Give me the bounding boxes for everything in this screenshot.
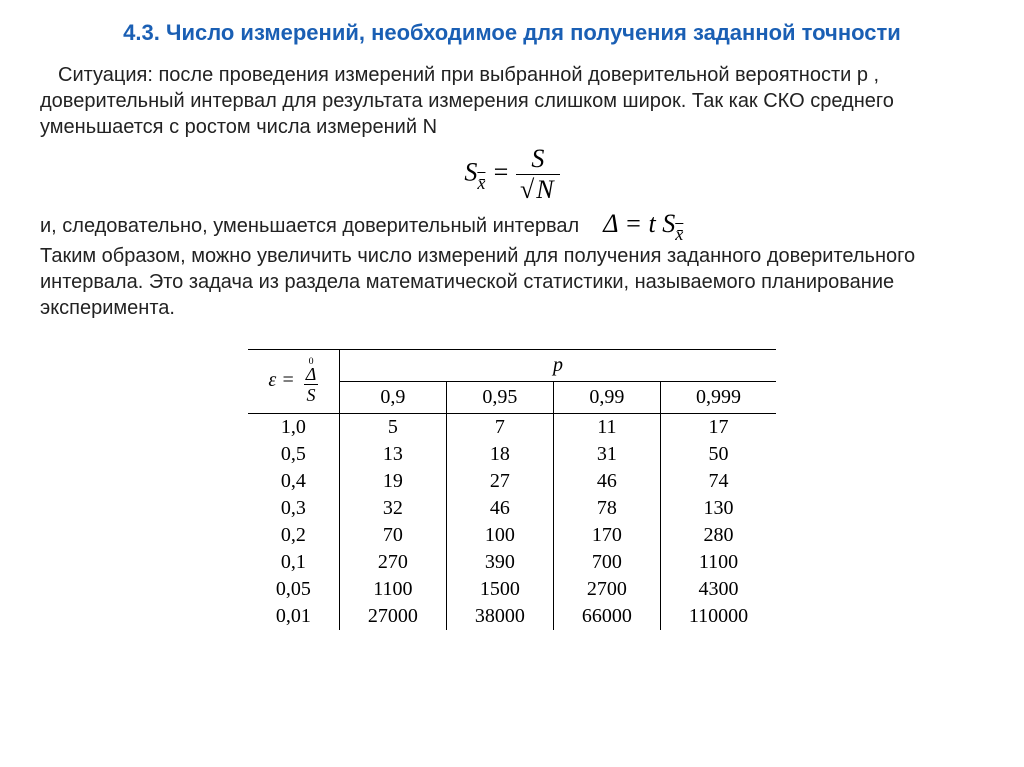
t-s-term: t S	[649, 209, 676, 238]
value-cell: 74	[660, 468, 776, 495]
table-body: 1,05711170,5131831500,4192746740,3324678…	[248, 414, 776, 631]
delta-symbol: Δ	[603, 209, 618, 238]
formula-lhs-sub: x̄	[477, 173, 485, 193]
paragraph-2b: Таким образом, можно увеличить число изм…	[40, 243, 984, 321]
measurements-table: ε = 0Δ S p 0,9 0,95 0,99 0,999 1,0571117…	[248, 349, 776, 630]
eps-label: ε =	[268, 369, 294, 391]
eps-cell: 0,2	[248, 522, 340, 549]
value-cell: 280	[660, 522, 776, 549]
formula-delta: Δ = t Sx̄	[603, 209, 683, 243]
paragraph-2-line: и, следовательно, уменьшается доверитель…	[40, 209, 984, 243]
table-row: 0,051100150027004300	[248, 576, 776, 603]
table-row: 1,0571117	[248, 414, 776, 442]
value-cell: 70	[339, 522, 446, 549]
section-heading: 4.3. Число измерений, необходимое для по…	[40, 20, 984, 46]
value-cell: 7	[446, 414, 553, 442]
formula-lhs-base: S	[464, 157, 477, 186]
value-cell: 1100	[339, 576, 446, 603]
value-cell: 270	[339, 549, 446, 576]
eps-cell: 0,4	[248, 468, 340, 495]
value-cell: 27000	[339, 603, 446, 630]
value-cell: 50	[660, 441, 776, 468]
value-cell: 32	[339, 495, 446, 522]
value-cell: 46	[446, 495, 553, 522]
table-header-row-1: ε = 0Δ S p	[248, 350, 776, 382]
value-cell: 390	[446, 549, 553, 576]
value-cell: 4300	[660, 576, 776, 603]
table-container: ε = 0Δ S p 0,9 0,95 0,99 0,999 1,0571117…	[40, 349, 984, 630]
p-col-2: 0,99	[553, 382, 660, 414]
value-cell: 27	[446, 468, 553, 495]
value-cell: 100	[446, 522, 553, 549]
value-cell: 1500	[446, 576, 553, 603]
table-row: 0,3324678130	[248, 495, 776, 522]
eps-cell: 0,5	[248, 441, 340, 468]
value-cell: 13	[339, 441, 446, 468]
value-cell: 700	[553, 549, 660, 576]
formula-eq: =	[492, 157, 510, 186]
value-cell: 130	[660, 495, 776, 522]
paragraph-2a: и, следовательно, уменьшается доверитель…	[40, 213, 579, 239]
p-col-1: 0,95	[446, 382, 553, 414]
value-cell: 31	[553, 441, 660, 468]
table-row: 0,270100170280	[248, 522, 776, 549]
value-cell: 46	[553, 468, 660, 495]
eps-cell: 0,1	[248, 549, 340, 576]
eps-header-cell: ε = 0Δ S	[248, 350, 340, 414]
p-header-cell: p	[339, 350, 776, 382]
value-cell: 17	[660, 414, 776, 442]
table-row: 0,01270003800066000110000	[248, 603, 776, 630]
eps-denominator: S	[304, 385, 319, 404]
eps-cell: 0,05	[248, 576, 340, 603]
value-cell: 2700	[553, 576, 660, 603]
value-cell: 5	[339, 414, 446, 442]
table-row: 0,12703907001100	[248, 549, 776, 576]
value-cell: 170	[553, 522, 660, 549]
value-cell: 66000	[553, 603, 660, 630]
value-cell: 18	[446, 441, 553, 468]
table-row: 0,513183150	[248, 441, 776, 468]
eps-cell: 0,01	[248, 603, 340, 630]
p-col-0: 0,9	[339, 382, 446, 414]
table-row: 0,419274674	[248, 468, 776, 495]
value-cell: 19	[339, 468, 446, 495]
paragraph-1: Ситуация: после проведения измерений при…	[40, 62, 984, 140]
value-cell: 11	[553, 414, 660, 442]
eps-numerator: 0Δ	[304, 359, 319, 385]
value-cell: 38000	[446, 603, 553, 630]
eps-cell: 1,0	[248, 414, 340, 442]
value-cell: 110000	[660, 603, 776, 630]
sqrt-icon: N	[520, 177, 556, 203]
eq-symbol: =	[624, 209, 642, 238]
formula-fraction: S N	[516, 146, 560, 203]
xbar-sub: x̄	[675, 224, 683, 244]
value-cell: 1100	[660, 549, 776, 576]
formula-denominator: N	[516, 175, 560, 203]
formula-numerator: S	[516, 146, 560, 175]
eps-fraction: 0Δ S	[304, 359, 319, 404]
value-cell: 78	[553, 495, 660, 522]
p-col-3: 0,999	[660, 382, 776, 414]
formula-sko: Sx̄ = S N	[40, 146, 984, 203]
eps-cell: 0,3	[248, 495, 340, 522]
